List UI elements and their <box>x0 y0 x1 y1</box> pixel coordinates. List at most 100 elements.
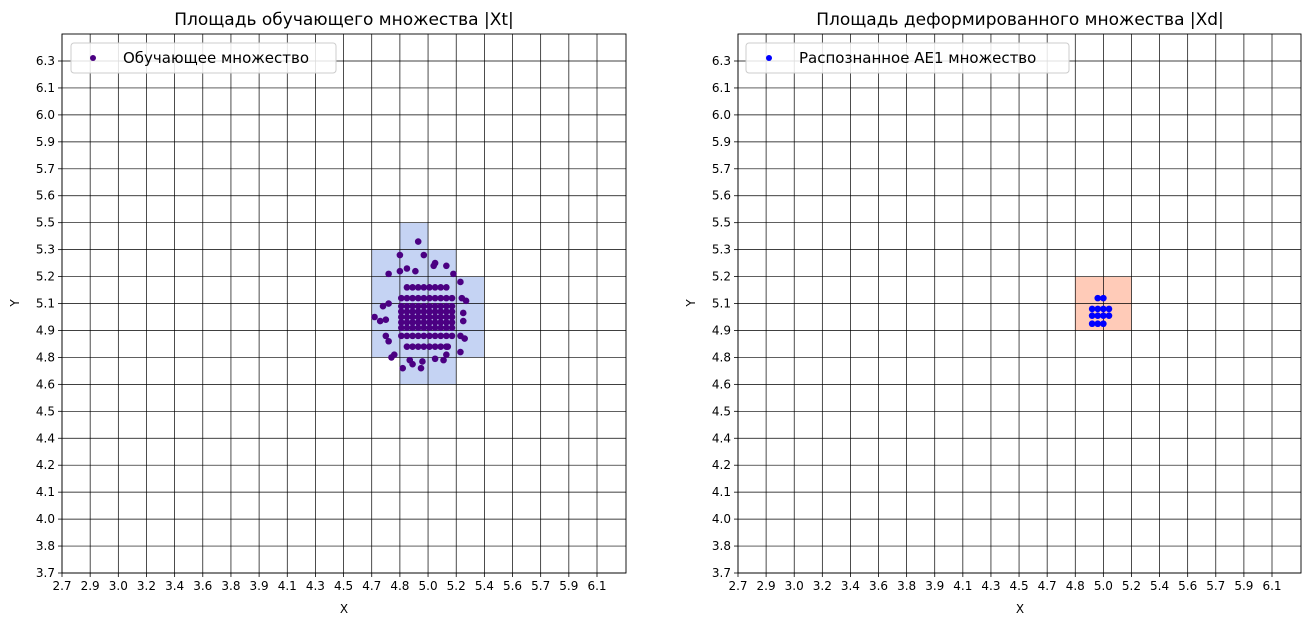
data-point <box>403 319 411 326</box>
data-point <box>398 308 405 315</box>
data-point <box>414 332 422 340</box>
legend-label: Распознанное AE1 множество <box>799 49 1036 67</box>
data-point <box>443 332 450 340</box>
data-point <box>385 270 392 278</box>
data-point <box>371 313 378 321</box>
x-tick-label: 2.9 <box>81 579 100 593</box>
data-point <box>414 313 422 321</box>
data-point <box>437 319 445 326</box>
x-tick-label: 3.6 <box>193 579 212 593</box>
data-point <box>443 351 450 359</box>
y-tick-label: 5.7 <box>36 162 55 176</box>
data-point <box>431 308 439 315</box>
legend: Распознанное AE1 множество <box>745 42 1070 74</box>
data-point <box>426 324 433 332</box>
data-point <box>398 313 405 321</box>
data-point <box>409 360 416 368</box>
x-tick-label: 3.6 <box>869 579 888 593</box>
data-point <box>443 294 450 302</box>
data-point <box>414 302 422 310</box>
data-point <box>414 238 422 245</box>
data-point <box>426 284 433 291</box>
y-tick-label: 4.5 <box>36 404 55 418</box>
data-point <box>1105 305 1113 313</box>
data-point <box>458 294 466 302</box>
data-point <box>430 262 437 270</box>
y-axis-label: Y <box>8 299 22 308</box>
data-point <box>448 294 456 302</box>
data-point <box>390 351 398 359</box>
x-tick-label: 5.4 <box>475 579 494 593</box>
data-point <box>431 355 439 363</box>
data-point <box>1094 294 1102 302</box>
y-tick-label: 4.8 <box>712 350 731 364</box>
data-point <box>398 319 405 326</box>
data-point <box>431 324 439 332</box>
data-point <box>420 294 428 302</box>
data-point <box>385 337 392 345</box>
x-tick-label: 6.1 <box>1262 579 1281 593</box>
y-tick-label: 6.3 <box>712 54 731 68</box>
data-point <box>1105 312 1113 319</box>
x-axis-label: X <box>1016 602 1024 616</box>
x-tick-label: 4.7 <box>362 579 381 593</box>
y-tick-label: 3.7 <box>36 566 55 580</box>
x-tick-label: 4.8 <box>1066 579 1085 593</box>
x-tick-label: 3.2 <box>813 579 832 593</box>
legend-marker <box>90 55 96 61</box>
data-point <box>431 294 439 302</box>
data-point <box>376 317 384 325</box>
chart-title: Площадь обучающего множества |Xt| <box>174 10 514 30</box>
shaded-region <box>456 276 485 358</box>
data-point <box>414 343 422 350</box>
legend-marker <box>766 55 772 61</box>
data-point <box>426 332 433 340</box>
chart-title: Площадь деформированного множества |Xd| <box>816 10 1224 30</box>
data-point <box>379 302 387 310</box>
data-point <box>403 265 411 272</box>
data-point <box>1088 312 1096 319</box>
data-point <box>437 332 445 340</box>
x-tick-label: 3.0 <box>109 579 128 593</box>
data-point <box>1094 312 1102 319</box>
data-point <box>409 332 416 340</box>
data-point <box>457 278 464 286</box>
x-tick-label: 5.2 <box>447 579 466 593</box>
y-tick-label: 4.2 <box>712 458 731 472</box>
data-point <box>420 308 428 315</box>
x-tick-label: 4.1 <box>953 579 972 593</box>
data-point <box>403 313 411 321</box>
y-tick-label: 5.5 <box>712 216 731 230</box>
y-tick-label: 4.6 <box>712 377 731 391</box>
data-point <box>403 308 411 315</box>
y-tick-label: 5.1 <box>712 297 731 311</box>
y-tick-label: 4.4 <box>36 431 55 445</box>
y-tick-label: 5.7 <box>712 162 731 176</box>
data-point <box>1088 320 1096 328</box>
data-point <box>385 300 392 307</box>
x-tick-label: 5.2 <box>1122 579 1141 593</box>
data-point <box>396 251 404 259</box>
legend-box <box>745 42 1070 74</box>
data-point <box>417 364 425 372</box>
data-point <box>399 364 407 372</box>
data-point <box>1100 320 1107 328</box>
legend: Обучающее множество <box>70 42 337 74</box>
y-tick-label: 3.8 <box>712 539 731 553</box>
y-tick-label: 3.8 <box>36 539 55 553</box>
x-tick-label: 2.9 <box>757 579 776 593</box>
y-tick-label: 5.9 <box>36 135 55 149</box>
data-point <box>1100 312 1107 319</box>
x-tick-label: 5.7 <box>531 579 550 593</box>
data-point <box>448 313 456 321</box>
y-tick-label: 4.9 <box>36 323 55 337</box>
x-tick-label: 4.5 <box>334 579 353 593</box>
data-point <box>448 302 456 310</box>
x-tick-label: 4.8 <box>390 579 409 593</box>
data-point <box>403 302 411 310</box>
data-point <box>398 324 405 332</box>
right-chart: Площадь деформированного множества |Xd| … <box>684 10 1302 616</box>
x-tick-label: 3.2 <box>137 579 156 593</box>
data-point <box>420 332 428 340</box>
y-tick-label: 6.0 <box>712 108 731 122</box>
